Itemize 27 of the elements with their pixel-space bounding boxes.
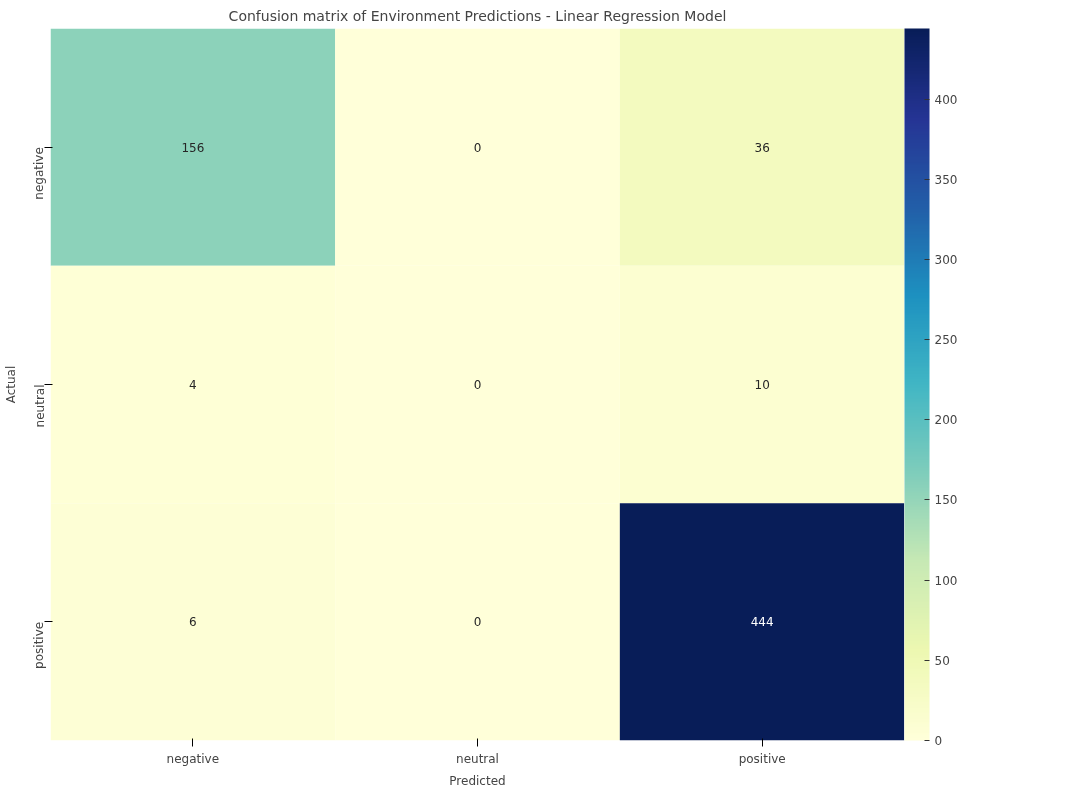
color-bar-label: 150: [934, 493, 958, 508]
color-bar-label: 200: [934, 413, 958, 428]
chart-title: Confusion matrix of Environment Predictions - Linear Regression Model: [228, 7, 727, 24]
data-label: 0: [473, 378, 482, 392]
color-bar-label: 250: [934, 333, 958, 348]
y-axis-title: Actual: [3, 365, 18, 404]
data-label: 444: [750, 615, 774, 630]
color-bar-label: 350: [934, 172, 958, 187]
color-bar-label: 400: [934, 92, 958, 107]
y-tick-label: positive: [32, 621, 47, 669]
x-tick-label: negative: [166, 751, 220, 766]
color-bar-label: 50: [934, 653, 950, 668]
color-bar-label: 0: [934, 734, 943, 748]
data-label: 6: [189, 615, 197, 630]
data-label: 10: [754, 378, 770, 392]
x-tick-label: positive: [738, 751, 786, 766]
color-bar-label: 300: [934, 252, 958, 267]
data-label: 0: [473, 140, 482, 155]
data-label: 0: [473, 615, 482, 630]
data-label: 36: [754, 140, 770, 155]
x-axis-title: Predicted: [449, 773, 506, 788]
y-tick-label: neutral: [32, 384, 47, 428]
data-label: 4: [189, 378, 197, 392]
y-tick-label: negative: [32, 147, 47, 200]
x-tick-label: neutral: [456, 751, 499, 766]
data-label: 156: [181, 140, 205, 155]
color-bar-label: 100: [934, 573, 958, 588]
